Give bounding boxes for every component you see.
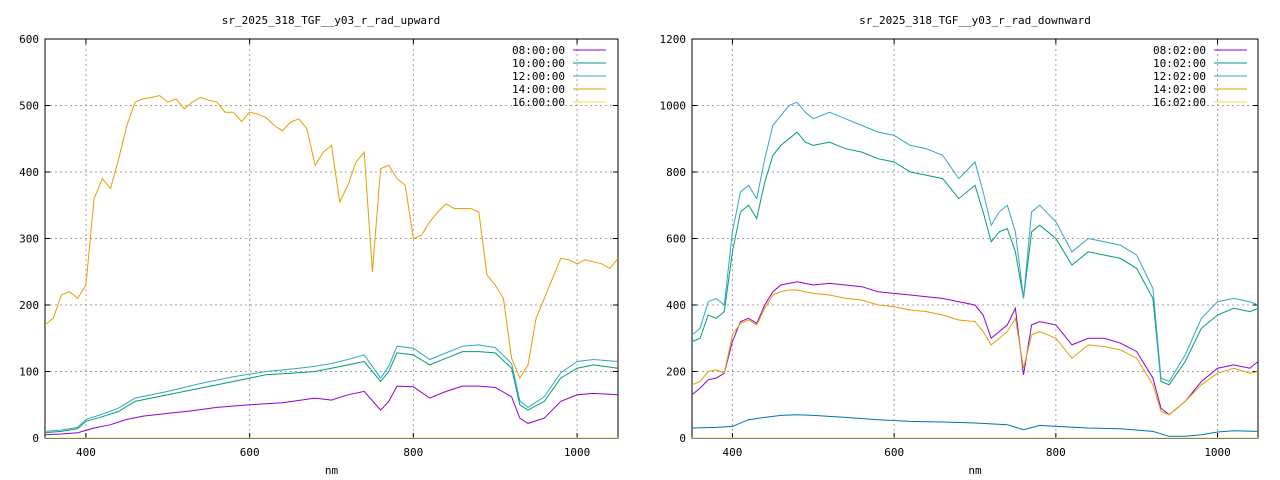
y-tick-label: 600: [19, 33, 39, 46]
chart-panel-2: sr_2025_318_TGF__y03_r_rad_downward 400 60…: [660, 14, 1259, 477]
legend-entry-label: 14:02:00: [1153, 83, 1206, 96]
x-axis-label: nm: [325, 464, 339, 477]
legend-entry-label: 16:02:00: [1153, 96, 1206, 109]
series-line-10-00-00: [45, 351, 618, 434]
y-tick-label: 600: [666, 233, 686, 246]
series-line-10-02-00: [692, 131, 1258, 386]
legend-entry-label: 08:00:00: [512, 44, 565, 57]
x-tick-label: 1000: [564, 446, 591, 459]
legend-entry-label: 08:02:00: [1153, 44, 1206, 57]
x-tick-label: 400: [76, 446, 96, 459]
y-tick-label: 400: [666, 299, 686, 312]
y-tick-label: 400: [19, 166, 39, 179]
y-tick-label: 200: [19, 299, 39, 312]
x-axis-label: nm: [968, 464, 982, 477]
y-tick-label: 0: [32, 432, 39, 445]
y-tick-label: 0: [679, 432, 686, 445]
y-tick-label: 200: [666, 366, 686, 379]
series-line-14-00-00: [45, 94, 618, 380]
legend-entry-label: 10:02:00: [1153, 57, 1206, 70]
x-tick-label: 800: [1046, 446, 1066, 459]
series-line-08-02-00: [692, 281, 1258, 416]
y-tick-label: 800: [666, 166, 686, 179]
series-line-unlabeled: [692, 414, 1258, 437]
legend-entry-label: 16:00:00: [512, 96, 565, 109]
chart-title: sr_2025_318_TGF__y03_r_rad_upward: [222, 14, 441, 27]
x-tick-label: 600: [240, 446, 260, 459]
legend-entry-label: 12:02:00: [1153, 70, 1206, 83]
chart-title: sr_2025_318_TGF__y03_r_rad_downward: [859, 14, 1091, 27]
legend-entry-label: 10:00:00: [512, 57, 565, 70]
y-tick-label: 1000: [660, 100, 687, 113]
y-tick-label: 500: [19, 100, 39, 113]
x-tick-label: 1000: [1204, 446, 1231, 459]
series-line-12-02-00: [692, 101, 1258, 383]
legend-entry-label: 12:00:00: [512, 70, 565, 83]
x-tick-label: 400: [722, 446, 742, 459]
chart-panel-1: sr_2025_318_TGF__y03_r_rad_upward 400 600 8…: [19, 14, 619, 477]
y-tick-label: 100: [19, 366, 39, 379]
x-tick-label: 600: [884, 446, 904, 459]
y-tick-label: 300: [19, 233, 39, 246]
x-tick-label: 800: [403, 446, 423, 459]
series-line-14-02-00: [692, 289, 1258, 416]
series-line-12-00-00: [45, 344, 618, 432]
legend-entry-label: 14:00:00: [512, 83, 565, 96]
y-tick-label: 1200: [660, 33, 687, 46]
series-line-08-00-00: [45, 385, 618, 436]
